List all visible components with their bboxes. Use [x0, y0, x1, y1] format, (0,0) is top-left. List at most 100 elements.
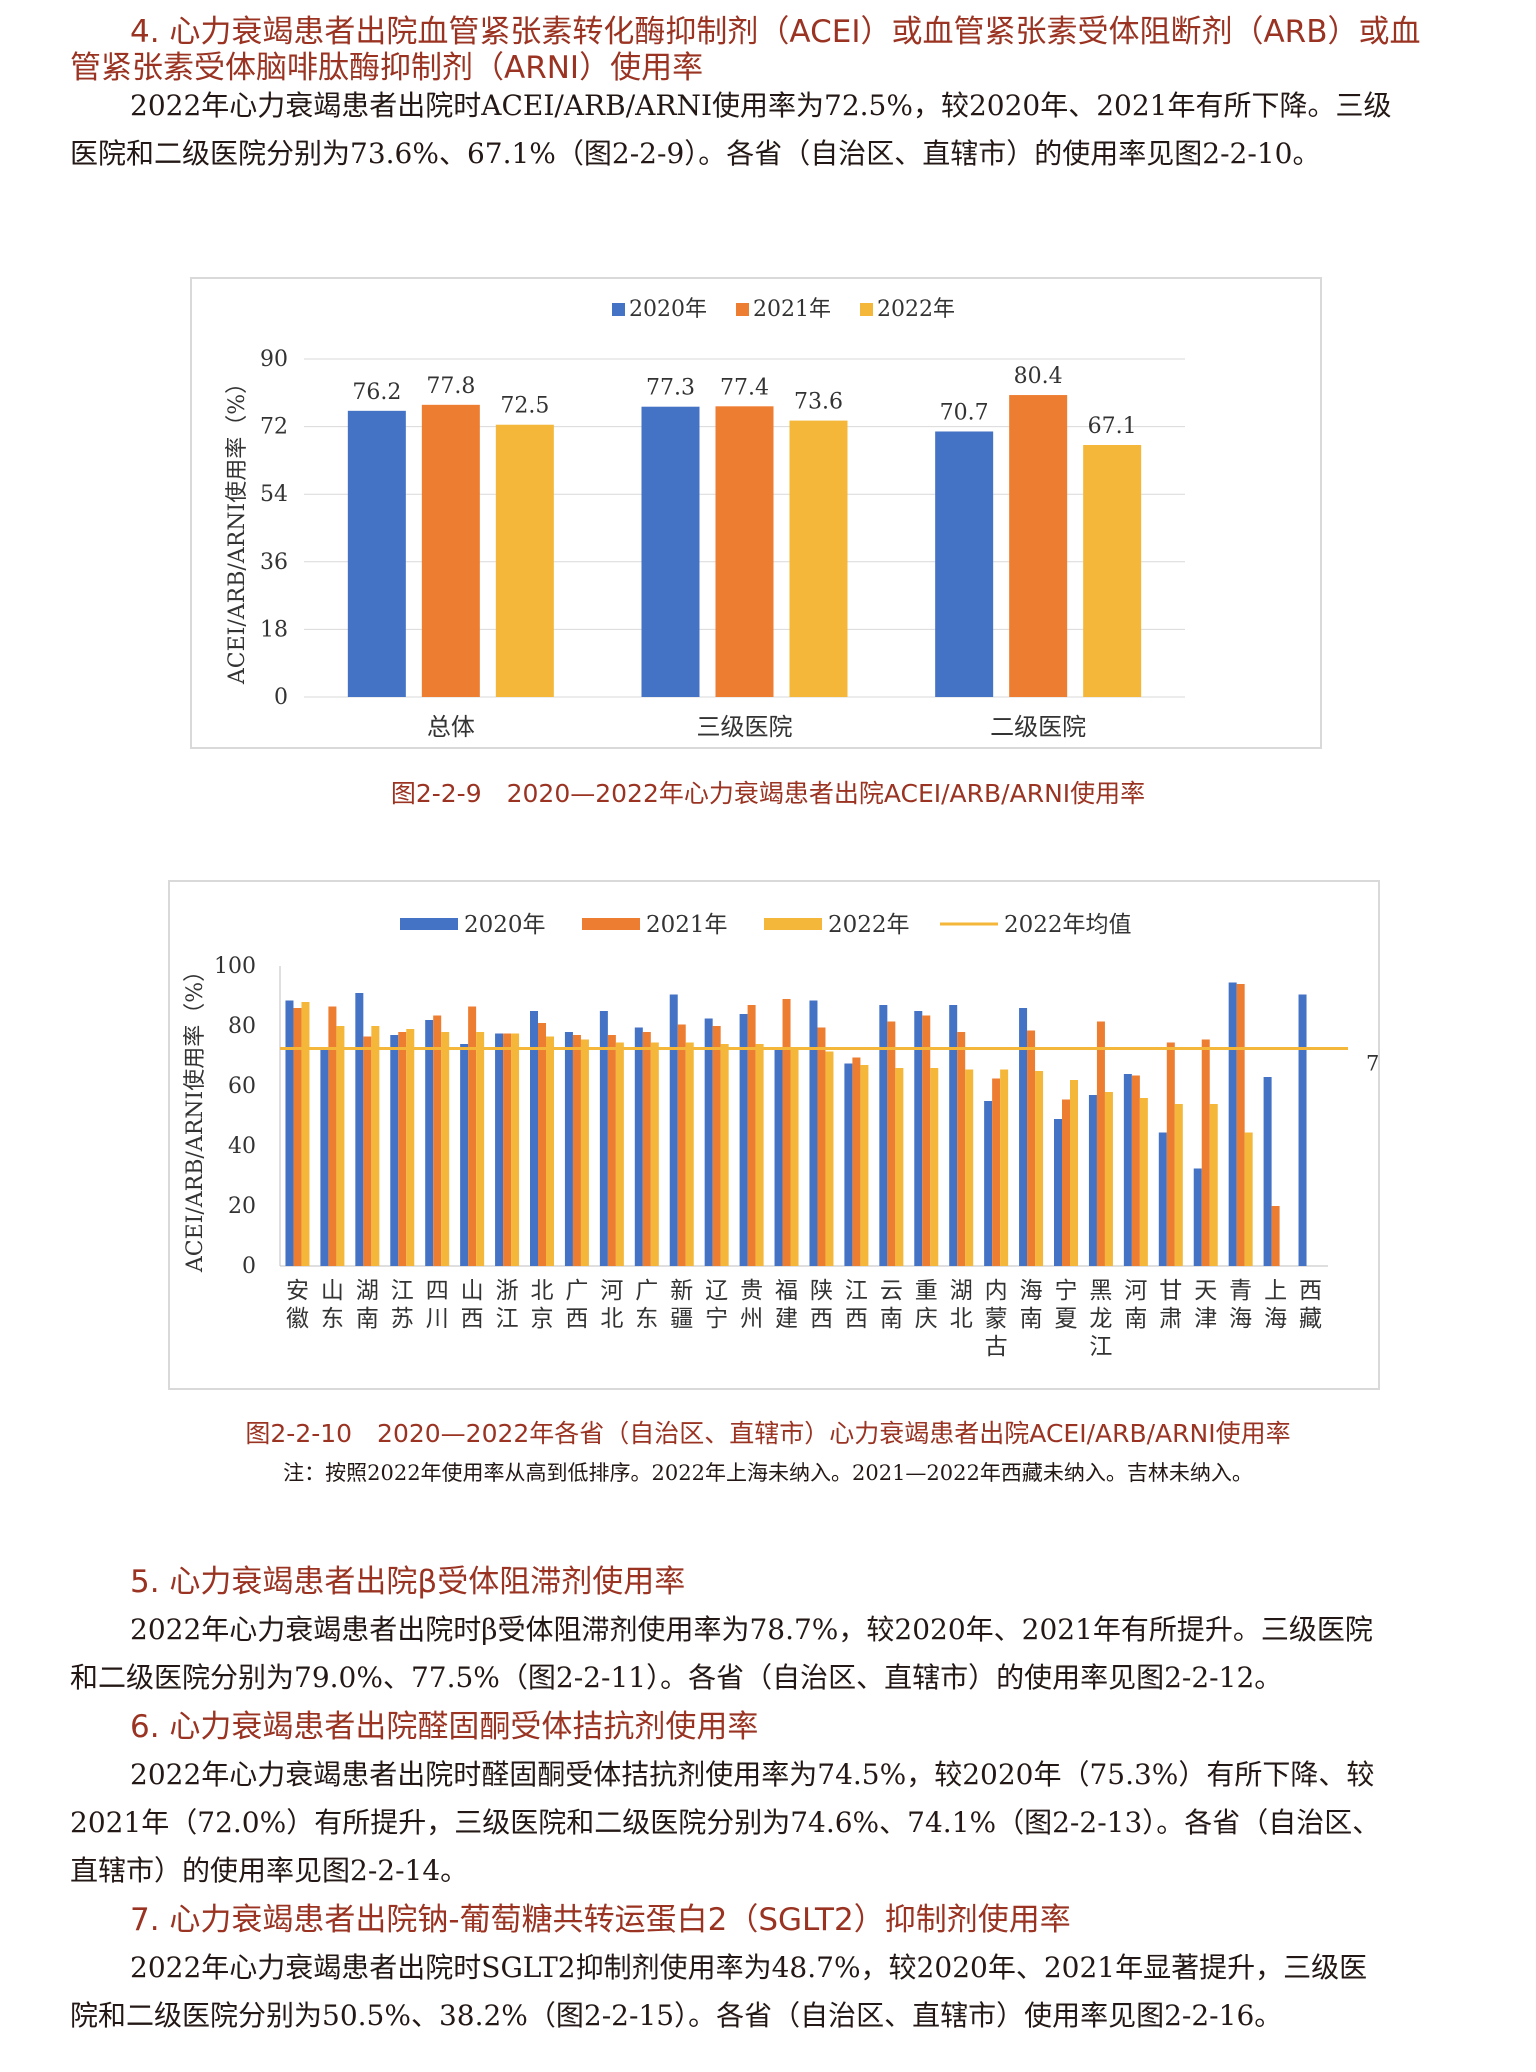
legend-label: 2022年	[828, 912, 910, 938]
figure2-svg: 020406080100ACEI/ARB/ARNI使用率（%）安徽山东湖南江苏四…	[183, 912, 1413, 1360]
bar-2021年	[398, 1032, 407, 1266]
bar-2021年	[1027, 1030, 1036, 1266]
bar-2020年	[495, 1033, 504, 1266]
section7-heading-text: 7. 心力衰竭患者出院钠-葡萄糖共转运蛋白2（SGLT2）抑制剂使用率	[130, 1902, 1071, 1938]
bar-2020年	[1088, 1095, 1097, 1266]
section5-paragraph: 2022年心力衰竭患者出院时β受体阻滞剂使用率为78.7%，较2020年、202…	[70, 1606, 1480, 1702]
y-tick-label: 54	[260, 482, 288, 507]
bar-2021年	[712, 1026, 721, 1266]
bar-2021年	[887, 1021, 896, 1266]
bar-2021年	[468, 1006, 477, 1266]
x-tick-label: 藏	[1299, 1306, 1322, 1332]
bar-2021年	[1009, 395, 1068, 697]
x-tick-label: 龙	[1089, 1306, 1112, 1332]
bar-2022年	[511, 1033, 520, 1266]
section4-paragraph-line1: 2022年心力衰竭患者出院时ACEI/ARB/ARNI使用率为72.5%，较20…	[130, 89, 1392, 122]
x-tick-label: 江	[1089, 1334, 1112, 1360]
x-tick-label: 古	[985, 1334, 1008, 1360]
bar-2022年	[371, 1026, 380, 1266]
x-tick-label: 重	[915, 1278, 938, 1304]
bar-2022年	[1000, 1069, 1009, 1266]
x-tick-label: 蒙	[985, 1306, 1008, 1332]
x-tick-label: 南	[1020, 1306, 1043, 1332]
x-tick-label: 西	[1299, 1278, 1322, 1304]
bar-2021年	[677, 1024, 686, 1266]
legend-label: 2021年	[646, 912, 728, 938]
section4-paragraph: 2022年心力衰竭患者出院时ACEI/ARB/ARNI使用率为72.5%，较20…	[70, 82, 1480, 178]
bar-2021年	[538, 1023, 546, 1266]
x-tick-label: 南	[356, 1306, 379, 1332]
x-tick-label: 广	[565, 1278, 588, 1304]
x-tick-label: 安	[286, 1278, 309, 1304]
bar-2020年	[634, 1027, 643, 1266]
x-tick-label: 河	[600, 1278, 623, 1304]
x-tick-label: 湖	[950, 1278, 973, 1304]
bar-2022年	[1209, 1104, 1218, 1266]
y-tick-label: 18	[260, 617, 288, 642]
x-tick-label: 东	[635, 1306, 658, 1332]
bar-2021年	[782, 999, 791, 1266]
bar-2020年	[935, 431, 994, 697]
bar-2022年	[1174, 1104, 1183, 1266]
x-tick-label: 青	[1229, 1278, 1252, 1304]
y-tick-label: 20	[228, 1194, 256, 1219]
bar-2020年	[739, 1014, 748, 1266]
bar-2020年	[809, 1000, 818, 1266]
bar-2020年	[355, 993, 364, 1266]
bar-2021年	[1062, 1099, 1070, 1266]
x-tick-label: 四	[426, 1278, 449, 1304]
x-tick-label: 湖	[356, 1278, 379, 1304]
x-tick-label: 北	[600, 1306, 623, 1332]
bar-2021年	[1201, 1039, 1210, 1266]
x-tick-label: 黑	[1089, 1278, 1112, 1304]
legend-swatch-2020年	[400, 918, 458, 930]
x-tick-label: 宁	[1055, 1278, 1078, 1304]
bar-2020年	[530, 1011, 538, 1266]
legend-label: 2020年	[629, 297, 707, 322]
bar-2021年	[1166, 1042, 1175, 1266]
bar-2021年	[433, 1015, 442, 1266]
section5-paragraph-line1: 2022年心力衰竭患者出院时β受体阻滞剂使用率为78.7%，较2020年、202…	[130, 1613, 1373, 1646]
section7-heading: 7. 心力衰竭患者出院钠-葡萄糖共转运蛋白2（SGLT2）抑制剂使用率	[70, 1898, 1071, 1942]
bar-data-label: 67.1	[1088, 414, 1137, 439]
bar-2021年	[607, 1035, 616, 1266]
bar-2020年	[774, 1050, 783, 1266]
section4-heading-line1: 4. 心力衰竭患者出院血管紧张素转化酶抑制剂（ACEI）或血管紧张素受体阻断剂（…	[130, 14, 1421, 50]
figure2-note: 注：按照2022年使用率从高到低排序。2022年上海未纳入。2021—2022年…	[283, 1461, 1253, 1485]
bar-2020年	[1019, 1008, 1028, 1266]
bar-data-label: 70.7	[940, 400, 989, 425]
section6-heading: 6. 心力衰竭患者出院醛固酮受体拮抗剂使用率	[70, 1705, 758, 1749]
legend-label: 2022年	[877, 297, 955, 322]
x-tick-label: 山	[321, 1278, 344, 1304]
bar-2022年	[790, 1047, 799, 1266]
bar-2022年	[895, 1068, 904, 1266]
bar-2020年	[1123, 1074, 1132, 1266]
bar-2022年	[336, 1026, 345, 1266]
bar-data-label: 73.6	[794, 390, 843, 415]
bar-2022年	[1083, 445, 1142, 697]
bar-2021年	[421, 404, 480, 697]
bar-2022年	[441, 1032, 450, 1266]
section4-paragraph-line2: 医院和二级医院分别为73.6%、67.1%（图2-2-9）。各省（自治区、直辖市…	[70, 137, 1321, 170]
x-tick-label: 江	[496, 1306, 519, 1332]
bar-2021年	[852, 1057, 861, 1266]
bar-2021年	[922, 1015, 931, 1266]
section4-heading: 4. 心力衰竭患者出院血管紧张素转化酶抑制剂（ACEI）或血管紧张素受体阻断剂（…	[70, 10, 1420, 54]
x-tick-label: 川	[426, 1306, 449, 1332]
x-tick-label: 南	[880, 1306, 903, 1332]
figure1-svg: 0 18 36 54 72 90 ACEI/ARB/ARNI使用率（%） 76.2 77.8 72…	[225, 297, 1185, 741]
x-tick-label: 北	[531, 1278, 554, 1304]
section7-paragraph-line2: 院和二级医院分别为50.5%、38.2%（图2-2-15）。各省（自治区、直辖市…	[70, 1999, 1283, 2032]
section6-paragraph: 2022年心力衰竭患者出院时醛固酮受体拮抗剂使用率为74.5%，较2020年（7…	[70, 1751, 1480, 1895]
x-tick-label: 建	[775, 1306, 798, 1332]
bar-2021年	[1096, 1021, 1105, 1266]
bar-2022年	[1070, 1080, 1078, 1266]
bar-2021年	[1131, 1075, 1140, 1266]
bar-2021年	[572, 1035, 581, 1266]
x-tick-label: 西	[845, 1306, 868, 1332]
bar-2021年	[1236, 984, 1245, 1266]
legend-label: 2022年均值	[1004, 912, 1132, 938]
section4-heading-cont: 管紧张素受体脑啡肽酶抑制剂（ARNI）使用率	[70, 46, 703, 90]
x-tick-label: 西	[461, 1306, 484, 1332]
figure2-chart: 0 20 40 60 80 100 ACEI/ARB/ARNI使用率（%）安徽山东湖南江苏四…	[168, 880, 1413, 1390]
